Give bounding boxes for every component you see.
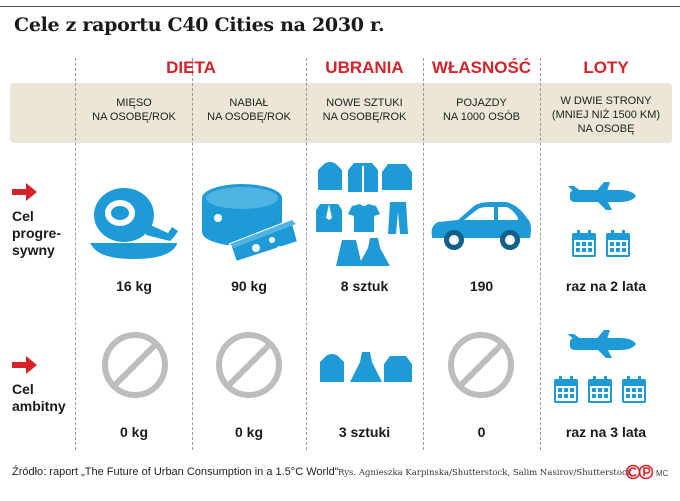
column-divider [75, 58, 76, 450]
value-pojazdy-progresywny: 190 [469, 278, 494, 294]
column-divider [306, 58, 307, 450]
header-band [10, 83, 672, 143]
value-loty-progresywny: raz na 2 lata [565, 278, 647, 294]
copyright-logo-icon [626, 464, 654, 480]
top-rule [0, 6, 680, 7]
column-header-pojazdy: POJAZDY NA 1000 OSÓB [442, 97, 521, 123]
value-nabial-ambitny: 0 kg [234, 424, 263, 440]
value-nabial-progresywny: 90 kg [231, 278, 267, 294]
column-header-ubrania: NOWE SZTUKI NA OSOBĘ/ROK [322, 97, 407, 123]
column-divider [423, 58, 424, 450]
value-ubrania-ambitny: 3 sztuki [338, 424, 391, 440]
prohibited-icon [102, 332, 168, 398]
cheese-icon [202, 184, 300, 264]
category-wlasnosc: WŁASNOŚĆ [431, 58, 532, 77]
column-header-mieso: MIĘSO NA OSOBĘ/ROK [92, 97, 176, 123]
value-pojazdy-ambitny: 0 [477, 424, 486, 440]
clothes-icon [316, 162, 412, 266]
author-initials: MC [656, 469, 669, 478]
ham-icon [90, 188, 178, 259]
value-ubrania-progresywny: 8 sztuk [340, 278, 389, 294]
value-mieso-progresywny: 16 kg [116, 278, 152, 294]
column-header-nabial: NABIAŁ NA OSOBĘ/ROK [207, 97, 291, 123]
source-note: Źródło: raport „The Future of Urban Cons… [12, 466, 339, 478]
calendar-icon [554, 376, 646, 403]
column-header-loty: W DWIE STRONY (MNIEJ NIŻ 1500 KM) NA OSOBĘ [551, 95, 661, 135]
calendar-icon [572, 230, 630, 257]
category-dieta: DIETA [166, 58, 216, 77]
image-credits: Rys. Agnieszka Karpinska/Shutterstock, S… [338, 468, 632, 478]
arrow-right-icon [12, 356, 37, 374]
value-mieso-ambitny: 0 kg [119, 424, 148, 440]
column-divider [540, 58, 541, 450]
prohibited-icon [448, 332, 514, 398]
prohibited-icon [216, 332, 282, 398]
row-label-ambitny: Cel ambitny [12, 381, 66, 414]
row-label-progresywny: Cel progre-sywny [12, 208, 61, 258]
arrow-right-icon [12, 183, 37, 201]
clothes-icon [320, 352, 412, 382]
category-loty: LOTY [583, 58, 629, 77]
page-title: Cele z raportu C40 Cities na 2030 r. [14, 14, 385, 36]
airplane-icon [568, 182, 636, 210]
category-ubrania: UBRANIA [325, 58, 404, 77]
value-loty-ambitny: raz na 3 lata [565, 424, 647, 440]
car-icon [431, 202, 531, 250]
airplane-icon [568, 330, 636, 358]
column-divider [192, 58, 193, 450]
